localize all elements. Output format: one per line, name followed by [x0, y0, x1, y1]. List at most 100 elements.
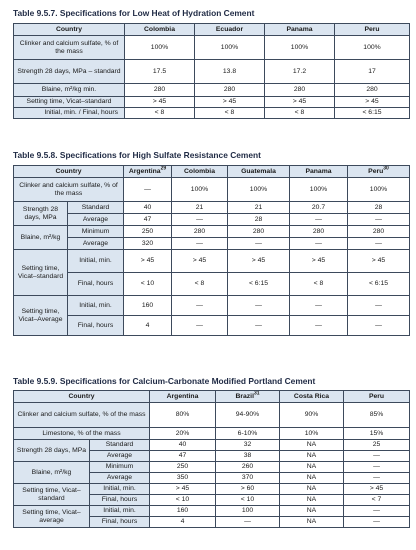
cell: 370 [215, 472, 280, 484]
cell: > 45 [334, 96, 410, 108]
cell: 280 [227, 225, 290, 238]
table-row: Setting time, Vicat–average Initial, min… [13, 505, 410, 528]
table-row: Final, hours 4 — NA — [14, 516, 410, 528]
row-label: Blaine, m²/kg min. [13, 83, 125, 97]
cell: — [343, 450, 410, 462]
cell: 85% [343, 402, 410, 428]
high-sulfate-resistance-table: Country Argentina29 Colombia Guatemala P… [13, 165, 410, 336]
cell: 280 [124, 83, 195, 97]
cell: NA [279, 450, 344, 462]
cell: — [227, 295, 290, 316]
cell: 100% [264, 35, 335, 60]
row-sublabel: Final, hours [89, 494, 150, 506]
cell: > 45 [123, 249, 172, 273]
cell: > 45 [343, 483, 410, 495]
col-header: Peru30 [347, 165, 410, 178]
cell: < 8 [264, 107, 335, 119]
col-header: Colombia [124, 23, 195, 36]
cell: > 45 [171, 249, 228, 273]
table-row: Blaine, m²/kg Minimum 250 260 NA — [13, 461, 410, 484]
row-label: Setting time, Vicat–standard [13, 249, 68, 296]
row-label: Clinker and calcium sulfate, % of the ma… [13, 35, 125, 60]
table-row: Blaine, m²/kg Minimum 250 280 280 280 28… [13, 225, 410, 250]
table-row: Average 350 370 NA — [14, 472, 410, 484]
cell: — [343, 461, 410, 473]
row-sublabel: Average [67, 213, 124, 226]
cell: 350 [149, 472, 216, 484]
col-header: Colombia [171, 165, 228, 178]
table-row: Clinker and calcium sulfate, % of the ma… [13, 177, 410, 202]
row-sublabel: Average [89, 450, 150, 462]
table-row: Setting time, Vicat–standard > 45 > 45 >… [13, 96, 410, 108]
table-row: Strength 28 days, MPa – standard 17.5 13… [13, 59, 410, 84]
row-sublabel: Initial, min. / Final, hours [13, 107, 125, 119]
cell: < 6:15 [347, 272, 410, 296]
cell: 28 [227, 213, 290, 226]
cell: — [289, 295, 348, 316]
table-row: Final, hours < 10 < 8 < 6:15 < 8 < 6:15 [14, 272, 410, 296]
cell: 40 [123, 201, 172, 214]
cell: NA [279, 483, 344, 495]
cell: 21 [227, 201, 290, 214]
cell: NA [279, 494, 344, 506]
cell: < 8 [289, 272, 348, 296]
cell: NA [279, 472, 344, 484]
row-sublabel: Initial, min. [89, 483, 150, 495]
cell: — [123, 177, 172, 202]
cell: 38 [215, 450, 280, 462]
cell: < 6:15 [227, 272, 290, 296]
table-row: Initial, min. / Final, hours < 8 < 8 < 8… [13, 107, 410, 119]
cell: 25 [343, 439, 410, 451]
cell: 250 [123, 225, 172, 238]
cell: — [171, 315, 228, 336]
cell: 90% [279, 402, 344, 428]
table-3-caption: Table 9.5.9. Specifications for Calcium-… [13, 376, 316, 386]
row-sublabel: Average [89, 472, 150, 484]
cell: > 45 [227, 249, 290, 273]
row-sublabel: Initial, min. [89, 505, 150, 517]
cell: 280 [289, 225, 348, 238]
cell: > 45 [289, 249, 348, 273]
cell: > 45 [149, 483, 216, 495]
cell: 280 [347, 225, 410, 238]
cell: 20.7 [289, 201, 348, 214]
cell: — [171, 237, 228, 250]
row-label: Setting time, Vicat–standard [13, 96, 125, 108]
col-header: Costa Rica [279, 390, 344, 403]
cell: 28 [347, 201, 410, 214]
final-label: Final, hours [82, 109, 118, 116]
cell: 280 [171, 225, 228, 238]
cell: > 60 [215, 483, 280, 495]
cell: > 45 [347, 249, 410, 273]
cell: 13.8 [194, 59, 265, 84]
cell: — [343, 505, 410, 517]
country-header: Country [13, 390, 150, 403]
table-row: Blaine, m²/kg min. 280 280 280 280 [13, 83, 410, 97]
table-row: Strength 28 days, MPa Standard 40 32 NA … [13, 439, 410, 462]
cell: — [171, 295, 228, 316]
table-row: Final, hours < 10 < 10 NA < 7 [14, 494, 410, 506]
calcium-carbonate-modified-table: Country Argentina Brazil31 Costa Rica Pe… [13, 390, 410, 528]
row-label: Strength 28 days, MPa – standard [13, 59, 125, 84]
cell: < 8 [171, 272, 228, 296]
row-sublabel: Initial, min. [67, 249, 124, 273]
cell: > 45 [194, 96, 265, 108]
cell: 100% [171, 177, 228, 202]
row-sublabel: Standard [67, 201, 124, 214]
cell: < 7 [343, 494, 410, 506]
cell: 280 [264, 83, 335, 97]
cell: — [347, 315, 410, 336]
cell: 100 [215, 505, 280, 517]
cell: 100% [194, 35, 265, 60]
row-label: Clinker and calcium sulfate, % of the ma… [13, 402, 150, 428]
cell: 100% [227, 177, 290, 202]
table-header-row: Country Argentina29 Colombia Guatemala P… [13, 165, 410, 178]
row-sublabel: Initial, min. [67, 295, 124, 316]
cell: — [289, 213, 348, 226]
country-header: Country [13, 23, 125, 36]
cell: < 8 [124, 107, 195, 119]
cell: 17.2 [264, 59, 335, 84]
row-sublabel: Average [67, 237, 124, 250]
table-row: Setting time, Vicat–Average Initial, min… [13, 295, 410, 336]
cell: 21 [171, 201, 228, 214]
